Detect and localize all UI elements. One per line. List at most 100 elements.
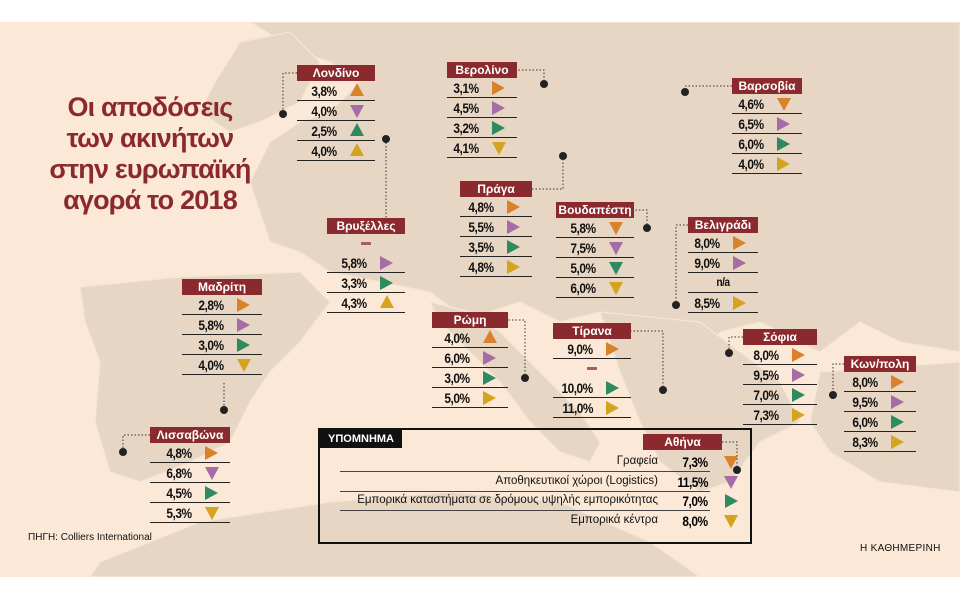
arrow-right-icon xyxy=(606,381,619,395)
arrow-right-icon xyxy=(380,256,393,270)
arrow-down-icon xyxy=(777,98,791,111)
athens-yield-value: 8,0% xyxy=(682,512,709,529)
yield-row-offices: 8,0% xyxy=(688,233,758,253)
yield-value: 9,5% xyxy=(852,394,879,410)
arrow-right-icon xyxy=(891,395,904,409)
arrow-right-icon xyxy=(237,298,250,312)
yield-value: 5,5% xyxy=(468,219,495,235)
yield-value: 4,5% xyxy=(166,485,193,501)
yield-row-offices: 4,0% xyxy=(432,328,508,348)
city-header: Βερολίνο xyxy=(447,62,517,78)
yield-row-shopping_centres: 4,3% xyxy=(327,293,405,313)
yield-row-offices: 4,6% xyxy=(732,94,802,114)
yield-row-shopping_centres: 4,0% xyxy=(182,355,262,375)
arrow-right-icon xyxy=(891,375,904,389)
yield-value: 4,0% xyxy=(311,143,338,159)
yield-value: 8,0% xyxy=(852,374,879,390)
arrow-down-icon xyxy=(609,242,623,255)
land-turkey xyxy=(809,361,960,493)
arrow-right-icon xyxy=(792,388,805,402)
yield-value: 6,0% xyxy=(444,350,471,366)
city-header: Βελιγράδι xyxy=(688,217,758,233)
city-header: Κων/πολη xyxy=(844,356,916,372)
city-header: Μαδρίτη xyxy=(182,279,262,295)
istanbul-dot xyxy=(829,391,837,399)
yield-value: 3,3% xyxy=(341,275,368,291)
yield-row-offices: 4,8% xyxy=(460,197,532,217)
budapest-dot xyxy=(643,224,651,232)
yield-value: 3,2% xyxy=(453,120,480,136)
yield-row-shopping_centres: 4,1% xyxy=(447,138,517,158)
arrow-down-icon xyxy=(237,359,251,372)
arrow-up-icon xyxy=(380,295,394,308)
city-box: Βαρσοβία 4,6% 6,5% 6,0% 4,0% xyxy=(732,78,810,174)
yield-row-logistics: 9,5% xyxy=(743,365,817,385)
arrow-right-icon xyxy=(507,220,520,234)
yield-value: 4,8% xyxy=(166,445,193,461)
legend-label: Εμπορικά καταστήματα σε δρόμους υψηλής ε… xyxy=(357,494,658,506)
yield-value: 8,0% xyxy=(694,235,721,251)
city-header: Ρώμη xyxy=(432,312,508,328)
yield-row-offices: 4,8% xyxy=(150,443,230,463)
warsaw-dot xyxy=(681,88,689,96)
arrow-right-icon xyxy=(507,260,520,274)
city-header: Βαρσοβία xyxy=(732,78,802,94)
arrow-right-icon xyxy=(492,81,505,95)
yield-value: 5,0% xyxy=(570,260,597,276)
legend-row-offices: Γραφεία 7,3% xyxy=(340,452,738,472)
yield-value: 10,0% xyxy=(561,380,594,396)
yield-value: 4,3% xyxy=(341,295,368,311)
yield-row-logistics: 6,0% xyxy=(432,348,508,368)
arrow-right-icon xyxy=(733,256,746,270)
yield-row-logistics: 5,8% xyxy=(327,253,405,273)
arrow-right-icon xyxy=(733,236,746,250)
yield-row-shopping_centres: 8,5% xyxy=(688,293,758,313)
yield-row-logistics: 6,5% xyxy=(732,114,802,134)
yield-row-logistics xyxy=(553,359,631,378)
arrow-right-icon xyxy=(606,342,619,356)
yield-row-high_street: 3,5% xyxy=(460,237,532,257)
yield-row-logistics: 6,8% xyxy=(150,463,230,483)
yield-value: 3,0% xyxy=(444,370,471,386)
berlin-dot xyxy=(540,80,548,88)
yield-value: 4,0% xyxy=(311,103,338,119)
city-box: Βερολίνο 3,1% 4,5% 3,2% 4,1% xyxy=(447,62,525,158)
arrow-right-icon xyxy=(507,200,520,214)
yield-row-shopping_centres: 11,0% xyxy=(553,398,631,418)
yield-row-high_street: 10,0% xyxy=(553,378,631,398)
sofia-dot xyxy=(725,349,733,357)
yield-row-logistics: 4,5% xyxy=(447,98,517,118)
yield-row-shopping_centres: 8,3% xyxy=(844,432,916,452)
arrow-right-icon xyxy=(237,338,250,352)
arrow-right-icon xyxy=(733,296,746,310)
yield-row-logistics: 7,5% xyxy=(556,238,634,258)
city-header-athens: Αθήνα xyxy=(643,434,722,450)
yield-row-offices: 5,8% xyxy=(556,218,634,238)
city-header: Βουδαπέστη xyxy=(556,202,634,218)
city-box: Πράγα 4,8% 5,5% 3,5% 4,8% xyxy=(460,181,540,277)
arrow-right-icon xyxy=(891,435,904,449)
arrow-right-icon xyxy=(205,446,218,460)
yield-row-shopping_centres: 4,0% xyxy=(297,141,375,161)
yield-value: 5,8% xyxy=(198,317,225,333)
yield-value: 2,8% xyxy=(198,297,225,313)
arrow-up-icon xyxy=(483,330,497,343)
yield-value: 3,0% xyxy=(198,337,225,353)
athens-yield-value: 7,3% xyxy=(682,454,709,470)
yield-row-high_street: 6,0% xyxy=(844,412,916,432)
arrow-down-icon xyxy=(724,456,738,469)
city-header: Λισσαβώνα xyxy=(150,427,230,443)
arrow-right-icon xyxy=(492,101,505,115)
arrow-right-icon xyxy=(483,371,496,385)
athens-yield-value: 7,0% xyxy=(682,493,709,509)
city-box: Βουδαπέστη 5,8% 7,5% 5,0% 6,0% xyxy=(556,202,642,298)
legend-row-shopping_centres: Εμπορικά κέντρα 8,0% xyxy=(340,511,738,530)
arrow-right-icon xyxy=(777,137,790,151)
yield-value: 8,3% xyxy=(852,434,879,450)
yield-row-logistics: 5,8% xyxy=(182,315,262,335)
yield-row-offices: 2,8% xyxy=(182,295,262,315)
city-header: Λονδίνο xyxy=(297,65,375,81)
prague-dot xyxy=(559,152,567,160)
arrow-down-icon xyxy=(724,475,738,489)
arrow-right-icon xyxy=(792,348,805,362)
